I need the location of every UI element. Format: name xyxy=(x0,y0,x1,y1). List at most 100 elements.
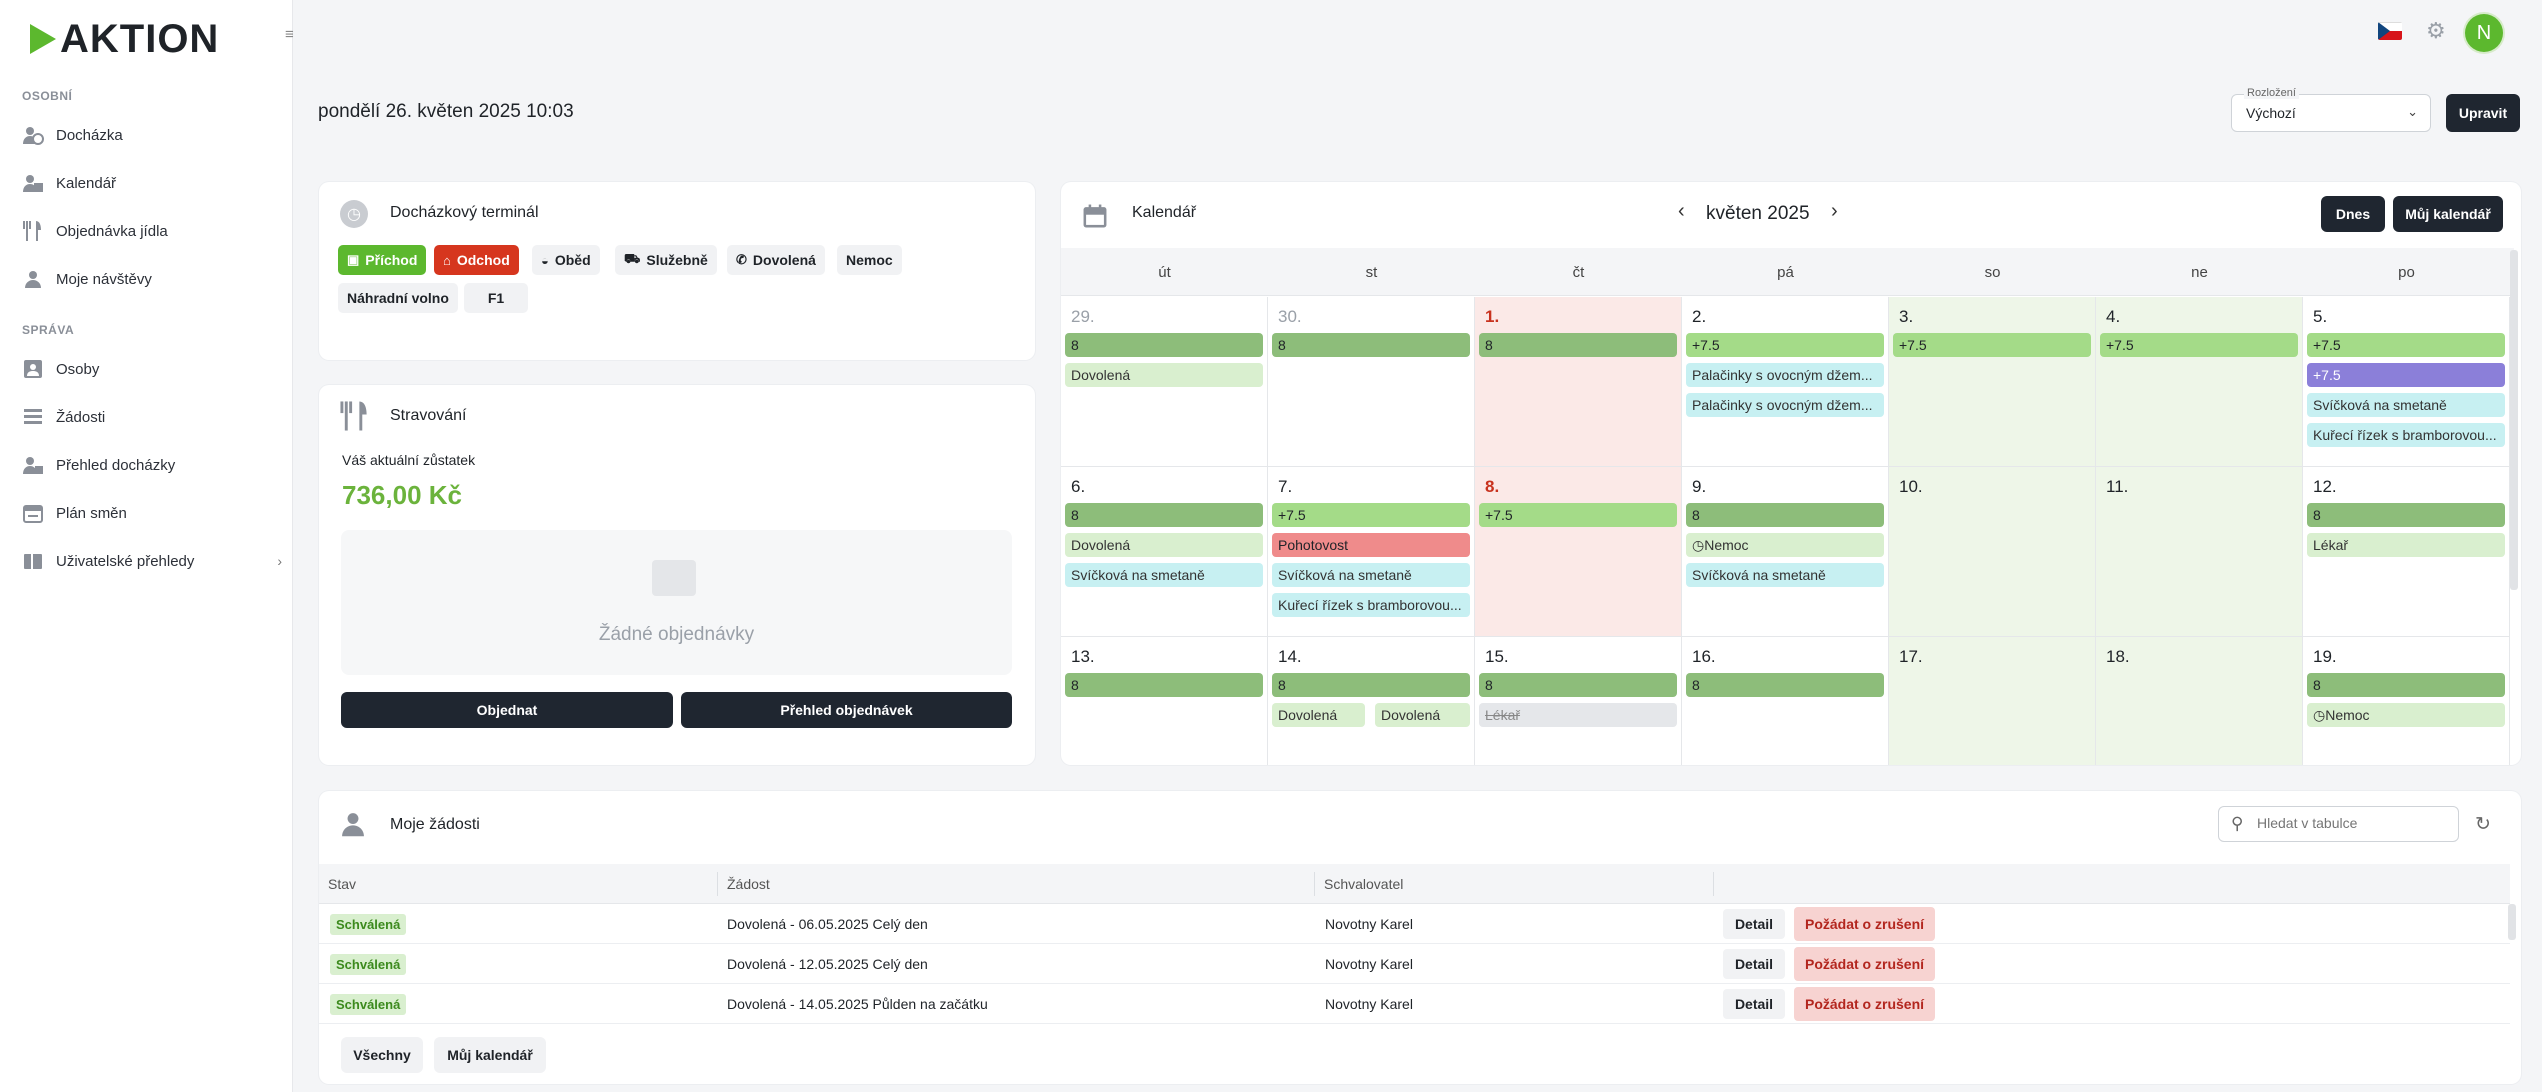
sidebar-item-user-reports[interactable]: Uživatelské přehledy › xyxy=(22,545,282,577)
calendar-day-cell[interactable]: 3. +7.5 xyxy=(1889,297,2096,467)
calendar-event[interactable]: +7.5 xyxy=(1893,333,2091,357)
calendar-day-cell[interactable]: 4. +7.5 xyxy=(2096,297,2303,467)
vacation-button[interactable]: ✆ Dovolená xyxy=(727,245,825,275)
calendar-event[interactable]: 8 xyxy=(1272,673,1470,697)
sidebar-item-persons[interactable]: Osoby xyxy=(22,353,272,385)
request-cancel-button[interactable]: Požádat o zrušení xyxy=(1794,987,1935,1021)
detail-button[interactable]: Detail xyxy=(1723,949,1785,979)
calendar-event[interactable]: Dovolená xyxy=(1272,703,1365,727)
sidebar-item-visits[interactable]: Moje návštěvy xyxy=(22,263,272,295)
calendar-event[interactable]: 8 xyxy=(1686,673,1884,697)
my-calendar-button[interactable]: Můj kalendář xyxy=(2393,196,2503,232)
calendar-event[interactable]: 8 xyxy=(2307,503,2505,527)
calendar-event[interactable]: +7.5 xyxy=(2307,363,2505,387)
calendar-day-cell[interactable]: 9. 8 ◷Nemoc Svíčková na smetaně xyxy=(1682,467,1889,637)
calendar-day-cell[interactable]: 14. 8 Dovolená Dovolená xyxy=(1268,637,1475,765)
calendar-event[interactable]: +7.5 xyxy=(2307,333,2505,357)
lunch-button[interactable]: ◒ Oběd xyxy=(532,245,600,275)
aktion-logo[interactable]: AKTION xyxy=(30,19,219,59)
gear-icon[interactable]: ⚙ xyxy=(2426,18,2446,43)
calendar-event[interactable]: Svíčková na smetaně xyxy=(1686,563,1884,587)
calendar-event[interactable]: +7.5 xyxy=(1272,503,1470,527)
table-scrollbar[interactable] xyxy=(2508,904,2516,940)
all-requests-button[interactable]: Všechny xyxy=(341,1037,423,1073)
business-trip-button[interactable]: ⛟ Služebně xyxy=(615,245,717,275)
detail-button[interactable]: Detail xyxy=(1723,989,1785,1019)
calendar-day-cell[interactable]: 1. 8 xyxy=(1475,297,1682,467)
prev-month-icon[interactable]: ‹ xyxy=(1678,200,1685,222)
sidebar-item-attendance-overview[interactable]: Přehled docházky xyxy=(22,449,272,481)
calendar-day-cell[interactable]: 8. +7.5 xyxy=(1475,467,1682,637)
calendar-day-cell[interactable]: 6. 8 Dovolená Svíčková na smetaně xyxy=(1061,467,1268,637)
calendar-day-cell[interactable]: 30. 8 xyxy=(1268,297,1475,467)
calendar-event[interactable]: ◷Nemoc xyxy=(2307,703,2505,727)
calendar-day-cell[interactable]: 16. 8 xyxy=(1682,637,1889,765)
calendar-scrollbar[interactable] xyxy=(2510,250,2518,590)
f1-button[interactable]: F1 xyxy=(464,283,528,313)
layout-select[interactable]: Rozložení Výchozí ⌄ xyxy=(2231,87,2431,132)
sidebar-item-attendance[interactable]: Docházka xyxy=(22,119,272,151)
calendar-event[interactable]: Svíčková na smetaně xyxy=(1272,563,1470,587)
calendar-event[interactable]: +7.5 xyxy=(1686,333,1884,357)
calendar-event[interactable]: +7.5 xyxy=(1479,503,1677,527)
calendar-event[interactable]: ◷Nemoc xyxy=(1686,533,1884,557)
calendar-event[interactable]: Kuřecí řízek s bramborovou... xyxy=(1272,593,1470,617)
refresh-icon[interactable]: ↻ xyxy=(2475,814,2491,835)
calendar-event[interactable]: Lékař xyxy=(2307,533,2505,557)
next-month-icon[interactable]: › xyxy=(1831,200,1838,222)
edit-layout-button[interactable]: Upravit xyxy=(2446,94,2520,132)
column-approver[interactable]: Schvalovatel xyxy=(1324,876,1404,892)
calendar-event[interactable]: 8 xyxy=(1479,673,1677,697)
sidebar-item-shift-plan[interactable]: Plán směn xyxy=(22,497,272,529)
calendar-event[interactable]: 8 xyxy=(1479,333,1677,357)
calendar-event[interactable]: 8 xyxy=(1065,333,1263,357)
column-request[interactable]: Žádost xyxy=(727,876,770,892)
calendar-event[interactable]: 8 xyxy=(1065,673,1263,697)
my-calendar-link-button[interactable]: Můj kalendář xyxy=(434,1037,546,1073)
calendar-day-cell[interactable]: 11. xyxy=(2096,467,2303,637)
detail-button[interactable]: Detail xyxy=(1723,909,1785,939)
calendar-event[interactable]: Dovolená xyxy=(1375,703,1470,727)
sidebar-item-requests[interactable]: Žádosti xyxy=(22,401,272,433)
sidebar-item-calendar[interactable]: Kalendář xyxy=(22,167,272,199)
sick-button[interactable]: Nemoc xyxy=(837,245,902,275)
request-cancel-button[interactable]: Požádat o zrušení xyxy=(1794,907,1935,941)
calendar-event[interactable]: +7.5 xyxy=(2100,333,2298,357)
calendar-event[interactable]: Dovolená xyxy=(1065,363,1263,387)
arrival-button[interactable]: ▣ Příchod xyxy=(338,245,427,275)
calendar-day-cell[interactable]: 15. 8 Lékař xyxy=(1475,637,1682,765)
request-cancel-button[interactable]: Požádat o zrušení xyxy=(1794,947,1935,981)
czech-flag-icon[interactable] xyxy=(2378,22,2402,40)
calendar-event[interactable]: Pohotovost xyxy=(1272,533,1470,557)
calendar-event[interactable]: 8 xyxy=(1272,333,1470,357)
calendar-day-cell[interactable]: 7. +7.5 Pohotovost Svíčková na smetaně Kuřec… xyxy=(1268,467,1475,637)
calendar-day-cell[interactable]: 18. xyxy=(2096,637,2303,765)
calendar-day-cell[interactable]: 29. 8 Dovolená xyxy=(1061,297,1268,467)
orders-overview-button[interactable]: Přehled objednávek xyxy=(681,692,1012,728)
calendar-day-cell[interactable]: 17. xyxy=(1889,637,2096,765)
avatar[interactable]: N xyxy=(2465,14,2503,52)
calendar-event[interactable]: 8 xyxy=(1686,503,1884,527)
menu-toggle-icon[interactable]: ≡ xyxy=(285,26,294,43)
calendar-day-cell[interactable]: 12. 8 Lékař xyxy=(2303,467,2510,637)
calendar-event[interactable]: 8 xyxy=(2307,673,2505,697)
calendar-event[interactable]: Svíčková na smetaně xyxy=(1065,563,1263,587)
calendar-event[interactable]: Lékař xyxy=(1479,703,1677,727)
calendar-day-cell[interactable]: 19. 8 ◷Nemoc xyxy=(2303,637,2510,765)
calendar-event[interactable]: Palačinky s ovocným džem... xyxy=(1686,393,1884,417)
calendar-day-cell[interactable]: 10. xyxy=(1889,467,2096,637)
departure-button[interactable]: ⌂ Odchod xyxy=(434,245,519,275)
calendar-event[interactable]: Kuřecí řízek s bramborovou... xyxy=(2307,423,2505,447)
calendar-event[interactable]: Dovolená xyxy=(1065,533,1263,557)
calendar-day-cell[interactable]: 13. 8 xyxy=(1061,637,1268,765)
calendar-event[interactable]: 8 xyxy=(1065,503,1263,527)
search-input[interactable] xyxy=(2257,815,2447,831)
comp-time-button[interactable]: Náhradní volno xyxy=(338,283,458,313)
order-button[interactable]: Objednat xyxy=(341,692,673,728)
column-status[interactable]: Stav xyxy=(328,876,357,892)
today-button[interactable]: Dnes xyxy=(2321,196,2385,232)
sidebar-item-food-order[interactable]: Objednávka jídla xyxy=(22,215,272,247)
calendar-event[interactable]: Palačinky s ovocným džem... xyxy=(1686,363,1884,387)
table-search[interactable]: ⚲ xyxy=(2218,806,2459,842)
calendar-day-cell[interactable]: 2. +7.5 Palačinky s ovocným džem... Palačin… xyxy=(1682,297,1889,467)
